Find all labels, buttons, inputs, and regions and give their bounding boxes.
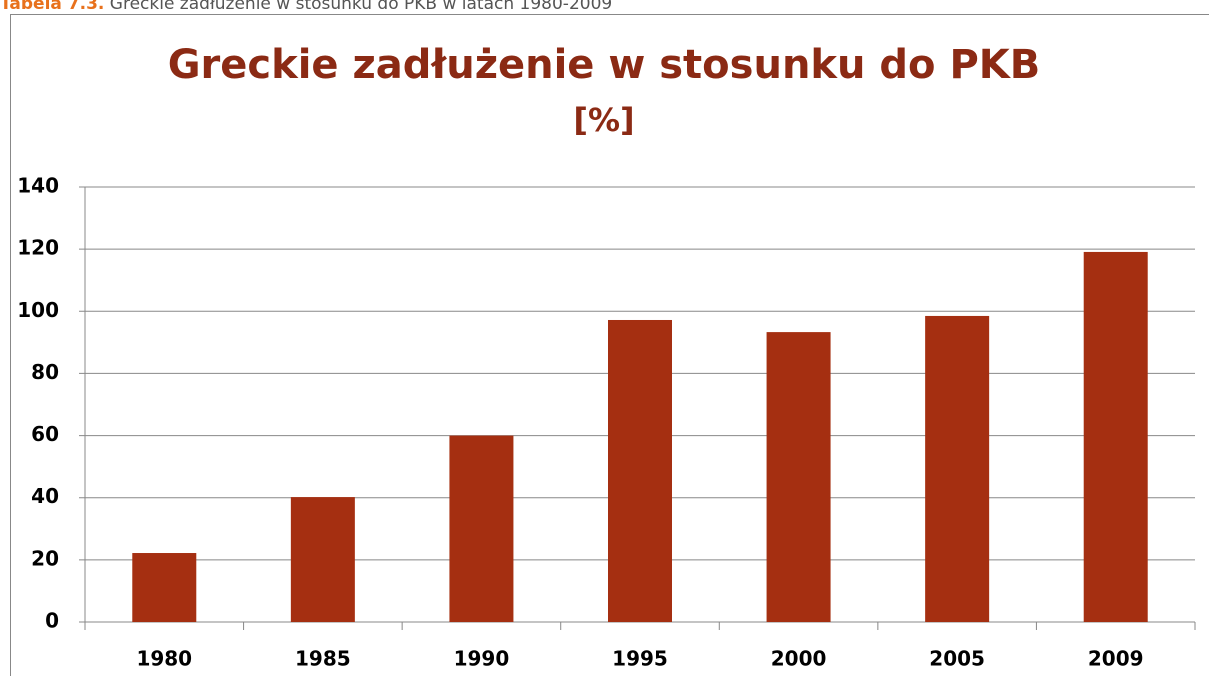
bar — [608, 320, 672, 622]
y-tick-label: 100 — [17, 298, 59, 322]
y-tick-label: 80 — [31, 360, 59, 384]
chart-subtitle: [%] — [573, 101, 634, 139]
x-tick-label: 2009 — [1088, 647, 1144, 671]
x-tick-label: 2000 — [771, 647, 827, 671]
caption-text: Greckie zadłużenie w stosunku do PKB w l… — [110, 0, 612, 14]
x-tick-label: 2005 — [929, 647, 985, 671]
x-tick-label: 1990 — [454, 647, 510, 671]
bar — [1084, 252, 1148, 622]
caption: Tabela 7.3. Greckie zadłużenie w stosunk… — [0, 0, 612, 14]
bar — [291, 497, 355, 622]
x-tick-label: 1985 — [295, 647, 351, 671]
x-tick-label: 1995 — [612, 647, 668, 671]
x-tick-label: 1980 — [136, 647, 192, 671]
y-tick-label: 20 — [31, 546, 59, 570]
chart-title: Greckie zadłużenie w stosunku do PKB — [168, 42, 1041, 88]
y-tick-label: 40 — [31, 484, 59, 508]
bar — [925, 316, 989, 622]
y-tick-label: 120 — [17, 236, 59, 260]
bar — [449, 436, 513, 622]
bar — [132, 553, 196, 622]
caption-label: Tabela 7.3. — [0, 0, 104, 14]
y-tick-label: 60 — [31, 422, 59, 446]
bar — [767, 332, 831, 622]
y-tick-label: 140 — [17, 174, 59, 198]
y-tick-label: 0 — [45, 609, 59, 633]
